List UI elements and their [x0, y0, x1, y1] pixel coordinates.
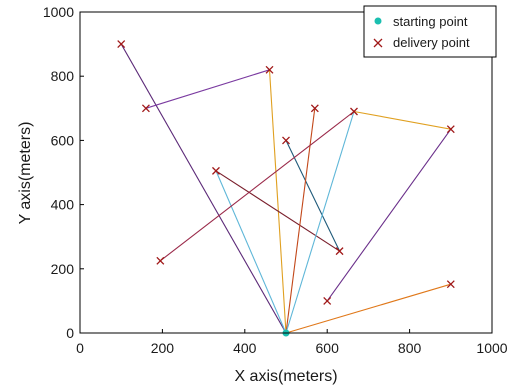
- y-tick-label-400: 400: [51, 197, 75, 213]
- route-line-10: [159, 111, 355, 262]
- route-line-4: [215, 170, 287, 334]
- route-line-9: [353, 110, 451, 130]
- y-tick-label-600: 600: [51, 132, 75, 148]
- x-tick-label-600: 600: [316, 340, 340, 356]
- route-line-5: [215, 170, 340, 252]
- delivery-point-marker-6: [282, 136, 290, 145]
- markers-layer: [117, 40, 455, 337]
- delivery-point-marker-8: [323, 296, 332, 305]
- x-axis-title: X axis(meters): [234, 368, 337, 385]
- delivery-point-marker-9: [335, 247, 344, 256]
- x-tick-label-1000: 1000: [476, 340, 507, 356]
- delivery-point-marker-1: [117, 40, 126, 49]
- x-tick-label-200: 200: [151, 340, 175, 356]
- legend-delivery-point-label: delivery point: [393, 35, 470, 50]
- route-line-11: [326, 128, 452, 302]
- route-line-3: [268, 69, 287, 334]
- delivery-point-marker-11: [446, 125, 455, 134]
- legend-starting-point-label: starting point: [393, 14, 468, 29]
- ticks-layer: 0 200 400 600 800 1000 0 200 400 600 800 1000: [43, 4, 508, 356]
- legend-box: [363, 5, 497, 58]
- delivery-point-marker-4: [212, 166, 220, 175]
- y-tick-label-200: 200: [51, 261, 75, 277]
- route-line-6: [285, 140, 341, 252]
- x-tick-label-800: 800: [398, 340, 422, 356]
- route-line-7: [285, 108, 316, 334]
- y-axis-title: Y axis(meters): [17, 122, 34, 225]
- plot-frame: [79, 11, 493, 334]
- routes-layer: [120, 43, 452, 334]
- legend: starting point delivery point: [363, 5, 497, 58]
- x-tick-label-0: 0: [76, 340, 84, 356]
- route-line-2: [145, 69, 270, 109]
- delivery-point-marker-3: [156, 256, 165, 265]
- route-line-12: [285, 283, 451, 334]
- delivery-point-marker-10: [350, 107, 358, 116]
- delivery-point-marker-12: [446, 280, 455, 289]
- route-line-8: [285, 111, 355, 334]
- y-tick-label-0: 0: [66, 325, 74, 341]
- y-tick-label-1000: 1000: [43, 4, 74, 20]
- y-tick-label-800: 800: [51, 68, 75, 84]
- delivery-point-marker-5: [265, 65, 274, 74]
- delivery-point-marker-2: [141, 104, 150, 113]
- x-tick-label-400: 400: [233, 340, 257, 356]
- route-line-1: [120, 43, 287, 334]
- delivery-point-marker-7: [310, 104, 319, 113]
- legend-starting-point-marker: [374, 17, 382, 25]
- legend-delivery-point-marker: [373, 38, 383, 48]
